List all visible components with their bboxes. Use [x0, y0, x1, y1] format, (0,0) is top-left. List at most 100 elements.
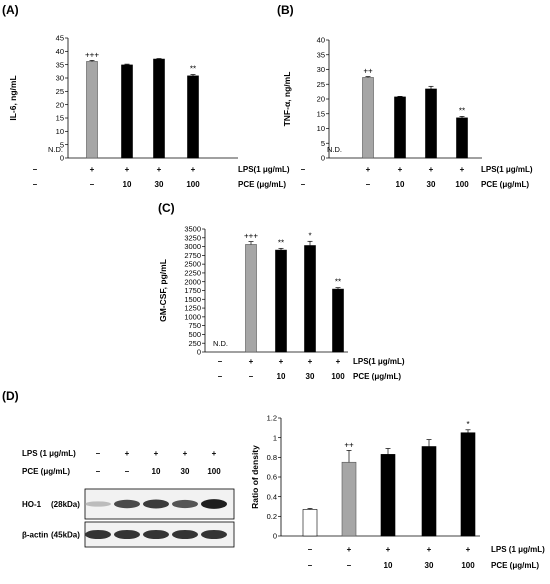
blot-band-size: (45kDa) [51, 531, 80, 540]
y-tick-label: 0.8 [267, 453, 277, 462]
y-tick-label: 25 [317, 80, 325, 89]
blot-band [114, 499, 140, 509]
western-blot: LPS (1 μg/mL) – + + + + PCE (μg/mL) – – 10 30 100 HO… [22, 449, 235, 548]
condition-value: + [366, 165, 371, 174]
condition-value: 10 [277, 372, 286, 381]
condition-value: – [249, 372, 254, 381]
bar [121, 64, 133, 159]
y-tick-label: 0 [60, 154, 64, 163]
nd-label: N.D. [213, 339, 228, 348]
y-tick-label: 3500 [184, 225, 201, 234]
significance-mark: ** [459, 106, 465, 115]
blot-condition-label: LPS (1 μg/mL) [22, 449, 76, 458]
y-tick-label: 250 [188, 339, 201, 348]
y-tick-label: 750 [188, 321, 201, 330]
y-tick-label: 20 [317, 95, 325, 104]
y-axis-label: Ratio of density [250, 445, 260, 509]
chart-gm-csf: 0250500750100012501500175020002250250027… [158, 225, 405, 381]
y-tick-label: 500 [188, 330, 201, 339]
y-tick-label: 30 [317, 65, 325, 74]
condition-value: – [33, 180, 38, 189]
condition-value: + [386, 545, 391, 554]
y-tick-label: 0 [273, 532, 277, 541]
condition-value: + [308, 357, 313, 366]
significance-mark: * [466, 420, 469, 429]
y-tick-label: 25 [56, 87, 64, 96]
y-tick-label: 1250 [184, 304, 201, 313]
blot-condition-value: + [212, 449, 217, 458]
bar [394, 96, 406, 159]
blot-band-name: β-actin [22, 531, 48, 540]
condition-value: 30 [155, 180, 164, 189]
blot-band [143, 499, 169, 509]
y-axis-label: GM-CSF, pg/mL [158, 259, 168, 322]
condition-value: 30 [306, 372, 315, 381]
condition-label: LPS(1 μg/mL) [481, 165, 533, 174]
y-tick-label: 20 [56, 100, 64, 109]
y-tick-label: 2250 [184, 269, 201, 278]
y-tick-label: 0 [321, 154, 325, 163]
significance-mark: ** [190, 65, 196, 74]
bar [245, 244, 257, 353]
blot-band-name: HO-1 [22, 500, 42, 509]
condition-value: 100 [331, 372, 345, 381]
bar [421, 446, 437, 537]
condition-value: 30 [425, 561, 434, 570]
bar [341, 461, 357, 537]
bar [380, 454, 396, 537]
y-tick-label: 5 [60, 140, 64, 149]
y-tick-label: 30 [56, 74, 64, 83]
bar [456, 117, 468, 159]
condition-value: – [301, 180, 306, 189]
condition-value: + [279, 357, 284, 366]
blot-condition-value: – [125, 467, 130, 476]
condition-value: – [308, 545, 313, 554]
y-tick-label: 2750 [184, 251, 201, 260]
y-tick-label: 1.2 [267, 414, 277, 423]
y-tick-label: 1500 [184, 295, 201, 304]
condition-value: – [308, 561, 313, 570]
panel-label-a: (A) [2, 3, 19, 17]
y-tick-label: 1 [273, 433, 277, 442]
condition-value: + [460, 165, 465, 174]
y-tick-label: 15 [317, 109, 325, 118]
condition-value: + [249, 357, 254, 366]
condition-value: – [218, 372, 223, 381]
condition-value: 100 [461, 561, 475, 570]
condition-value: – [218, 357, 223, 366]
blot-condition-label: PCE (μg/mL) [22, 467, 70, 476]
y-tick-label: 40 [56, 47, 64, 56]
condition-value: + [398, 165, 403, 174]
condition-label: PCE (μg/mL) [353, 372, 401, 381]
y-tick-label: 5 [321, 139, 325, 148]
significance-mark: * [308, 231, 311, 240]
blot-condition-value: – [96, 467, 101, 476]
y-tick-label: 2000 [184, 277, 201, 286]
significance-mark: ** [335, 278, 341, 287]
y-tick-label: 0 [197, 348, 201, 357]
blot-condition-value: 100 [207, 467, 221, 476]
y-tick-label: 0.2 [267, 512, 277, 521]
y-axis-label: TNF-α, ng/mL [282, 72, 292, 127]
condition-value: + [191, 165, 196, 174]
condition-value: – [33, 165, 38, 174]
blot-condition-value: + [125, 449, 130, 458]
condition-value: 10 [384, 561, 393, 570]
y-tick-label: 1000 [184, 312, 201, 321]
condition-value: – [90, 180, 95, 189]
significance-mark: ** [278, 238, 284, 247]
blot-band [201, 529, 227, 540]
condition-value: + [429, 165, 434, 174]
blot-band [172, 499, 198, 509]
bar [275, 249, 287, 353]
bar [187, 75, 199, 159]
y-tick-label: 1750 [184, 286, 201, 295]
condition-value: + [466, 545, 471, 554]
bar [86, 61, 98, 159]
bar [302, 509, 318, 537]
bar [362, 77, 374, 159]
panel-label-c: (C) [158, 201, 175, 215]
condition-value: – [347, 561, 352, 570]
